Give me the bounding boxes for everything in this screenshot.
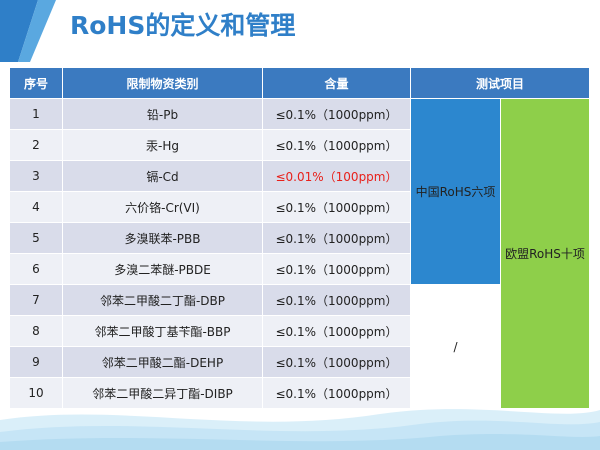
cell-substance: 多溴二苯醚-PBDE	[62, 253, 263, 285]
cell-limit: ≤0.1%（1000ppm）	[262, 129, 411, 161]
header-no: 序号	[9, 67, 63, 99]
cell-no: 3	[9, 160, 63, 192]
table-row: 3 镉-Cd ≤0.01%（100ppm）	[9, 160, 590, 192]
cell-limit: ≤0.1%（1000ppm）	[262, 222, 411, 254]
cell-substance: 多溴联苯-PBB	[62, 222, 263, 254]
header-limit: 含量	[262, 67, 411, 99]
cell-substance: 邻苯二甲酸二异丁酯-DIBP	[62, 377, 263, 409]
cell-substance: 铅-Pb	[62, 98, 263, 130]
table-row: 5 多溴联苯-PBB ≤0.1%（1000ppm）	[9, 222, 590, 254]
cell-no: 2	[9, 129, 63, 161]
header-test-items: 测试项目	[409, 67, 591, 99]
table-row: 9 邻苯二甲酸二酯-DEHP ≤0.1%（1000ppm）	[9, 346, 590, 378]
cell-limit: ≤0.1%（1000ppm）	[262, 191, 411, 223]
cell-no: 5	[9, 222, 63, 254]
cell-limit: ≤0.1%（1000ppm）	[262, 315, 411, 347]
table-row: 10 邻苯二甲酸二异丁酯-DIBP ≤0.1%（1000ppm）	[9, 377, 590, 409]
cell-limit: ≤0.1%（1000ppm）	[262, 377, 411, 409]
cell-substance: 镉-Cd	[62, 160, 263, 192]
cell-substance: 六价铬-Cr(VI)	[62, 191, 263, 223]
bottom-wave-decoration	[0, 409, 600, 450]
table-row: 1 铅-Pb ≤0.1%（1000ppm） 中国RoHS六项 欧盟RoHS十项	[9, 98, 591, 409]
no-china-test-cell: /	[410, 284, 501, 409]
title-ribbon-decoration	[0, 0, 56, 62]
cell-limit: ≤0.1%（1000ppm）	[262, 253, 411, 285]
table-header-row: 序号 限制物资类别 含量 测试项目	[9, 67, 591, 99]
cell-substance: 邻苯二甲酸丁基苄酯-BBP	[62, 315, 263, 347]
header-substance: 限制物资类别	[62, 67, 263, 99]
cell-substance: 邻苯二甲酸二丁酯-DBP	[62, 284, 263, 316]
table-row: 8 邻苯二甲酸丁基苄酯-BBP ≤0.1%（1000ppm）	[9, 315, 590, 347]
cell-no: 7	[9, 284, 63, 316]
cell-limit: ≤0.1%（1000ppm）	[262, 98, 411, 130]
cell-substance: 汞-Hg	[62, 129, 263, 161]
cell-no: 9	[9, 346, 63, 378]
slide-title: RoHS的定义和管理	[70, 11, 296, 40]
table-row: 6 多溴二苯醚-PBDE ≤0.1%（1000ppm）	[9, 253, 590, 285]
cell-no: 8	[9, 315, 63, 347]
cell-no: 1	[9, 98, 63, 130]
china-rohs6-cell: 中国RoHS六项	[410, 98, 501, 285]
rohs-table: 序号 限制物资类别 含量 测试项目 1 铅-Pb ≤0.1%（1000ppm） …	[9, 67, 591, 409]
cell-no: 4	[9, 191, 63, 223]
table-row: 4 六价铬-Cr(VI) ≤0.1%（1000ppm）	[9, 191, 590, 223]
cell-no: 6	[9, 253, 63, 285]
cell-limit-highlighted: ≤0.01%（100ppm）	[262, 160, 411, 192]
cell-no: 10	[9, 377, 63, 409]
eu-rohs10-cell: 欧盟RoHS十项	[499, 98, 591, 409]
cell-limit: ≤0.1%（1000ppm）	[262, 284, 411, 316]
cell-substance: 邻苯二甲酸二酯-DEHP	[62, 346, 263, 378]
cell-limit: ≤0.1%（1000ppm）	[262, 346, 411, 378]
